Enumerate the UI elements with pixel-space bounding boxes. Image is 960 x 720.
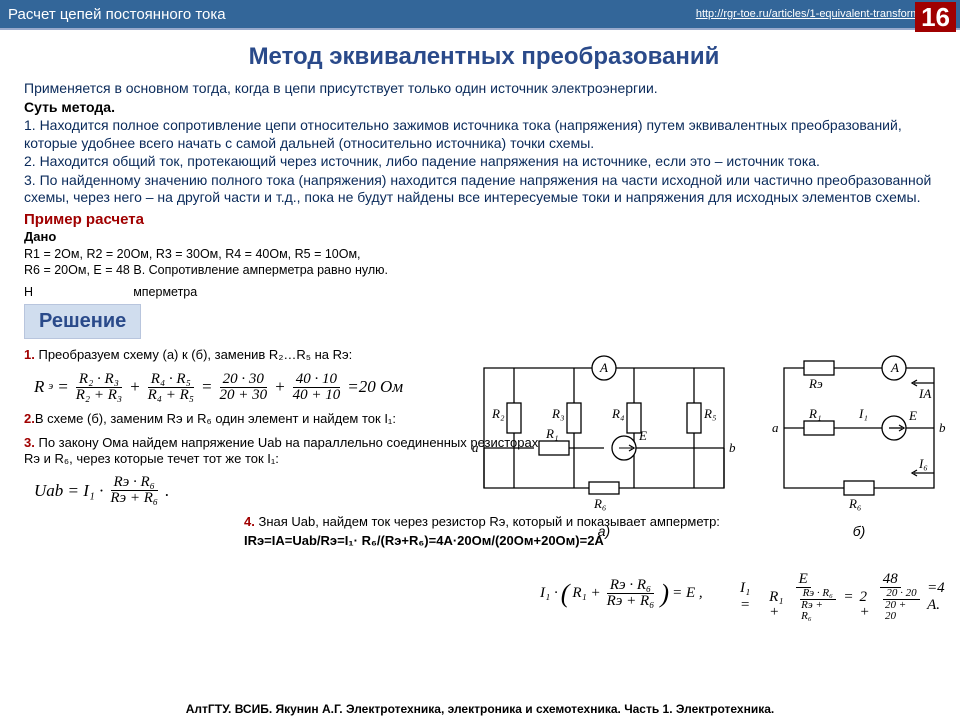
page-number: 16 (915, 2, 956, 32)
main-title: Метод эквивалентных преобразований (24, 42, 944, 72)
svg-text:b: b (939, 420, 946, 435)
circuit-b: А Rэ IA R₁ I₁ E R₆ I₆ a b б) (764, 348, 954, 548)
method-step-1: 1. Находится полное сопротивление цепи о… (24, 117, 944, 152)
svg-text:I₁: I₁ (858, 406, 868, 421)
svg-text:E: E (908, 408, 917, 423)
given-line-2: R6 = 20Ом, E = 48 В. Сопротивление ампер… (24, 262, 454, 278)
svg-text:R₂: R₂ (491, 406, 505, 421)
svg-text:R₄: R₄ (611, 406, 625, 421)
svg-text:a: a (772, 420, 779, 435)
header-bar: Расчет цепей постоянного тока http://rgr… (0, 0, 960, 28)
formula-i1-b: I₁ = E R₁ + Rэ · R₆Rэ + R₆ = 48 2 + 20 ·… (740, 572, 960, 622)
svg-text:R₁: R₁ (545, 426, 558, 441)
svg-text:b: b (729, 440, 736, 455)
svg-text:E: E (638, 428, 647, 443)
svg-text:R₆: R₆ (848, 496, 861, 511)
formula-uab: Uab = I₁ · Rэ · R₆Rэ + R₆ . (34, 475, 169, 506)
svg-text:R₆: R₆ (593, 496, 606, 511)
source-url[interactable]: http://rgr-toe.ru/articles/1-equivalent-… (696, 8, 952, 20)
svg-text:a: a (472, 440, 479, 455)
circuit-b-label: б) (764, 523, 954, 539)
given-line-1: R1 = 2Ом, R2 = 20Ом, R3 = 30Ом, R4 = 40О… (24, 246, 454, 262)
formula-i1-a: I₁ · ( R₁ + Rэ · R₆Rэ + R₆ ) = E , (540, 578, 703, 609)
method-step-3: 3. По найденному значению полного тока (… (24, 172, 944, 207)
svg-text:R₁: R₁ (808, 406, 821, 421)
circuit-a-label: а) (464, 523, 744, 539)
svg-text:R₃: R₃ (551, 406, 564, 421)
footer: АлтГТУ. ВСИБ. Якунин А.Г. Электротехника… (0, 702, 960, 716)
doc-title: Расчет цепей постоянного тока (8, 6, 226, 23)
solution-tab: Решение (24, 304, 141, 339)
method-step-2: 2. Находится общий ток, протекающий чере… (24, 153, 944, 171)
svg-text:R₅: R₅ (703, 406, 716, 421)
svg-text:Rэ: Rэ (808, 376, 823, 391)
svg-text:А: А (890, 360, 899, 375)
intro-text: Применяется в основном тогда, когда в це… (24, 80, 944, 98)
given-header: Дано (24, 229, 944, 245)
circuit-a: А R₂ R₃ R₄ R₅ R₁ E R₆ a b а) (464, 348, 744, 548)
circuit-diagrams: А R₂ R₃ R₄ R₅ R₁ E R₆ a b а) (464, 348, 944, 548)
example-header: Пример расчета (24, 211, 944, 230)
svg-text:IA: IA (918, 386, 931, 401)
formula-re: Rэ = R₂ · R₃R₂ + R₃ + R₄ · R₅R₄ + R₅ = 2… (34, 372, 403, 403)
svg-text:I₆: I₆ (918, 456, 928, 471)
essence-header: Суть метода. (24, 99, 944, 117)
svg-text:А: А (599, 360, 608, 375)
